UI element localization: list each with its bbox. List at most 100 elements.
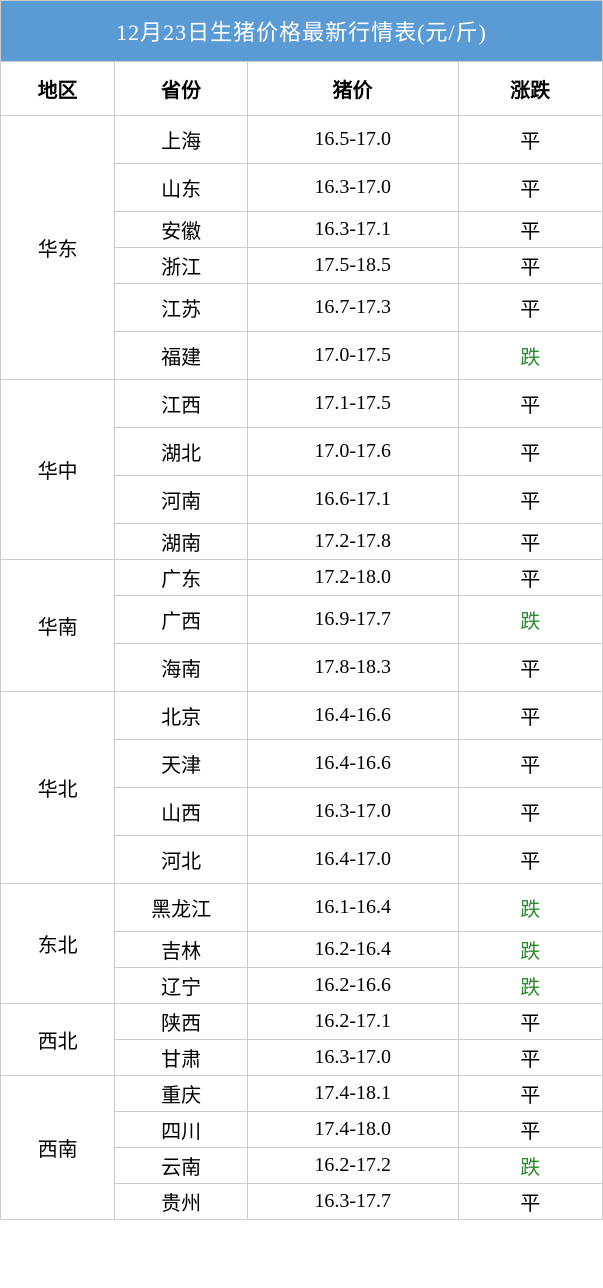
price-cell: 16.1-16.4 bbox=[247, 884, 458, 932]
province-cell: 广东 bbox=[115, 560, 247, 596]
province-cell: 甘肃 bbox=[115, 1040, 247, 1076]
trend-cell: 平 bbox=[458, 560, 603, 596]
province-cell: 辽宁 bbox=[115, 968, 247, 1004]
region-cell: 华中 bbox=[1, 380, 115, 560]
price-cell: 16.7-17.3 bbox=[247, 284, 458, 332]
trend-cell: 平 bbox=[458, 428, 603, 476]
province-cell: 浙江 bbox=[115, 248, 247, 284]
col-header-province: 省份 bbox=[115, 62, 247, 116]
table-row: 西南重庆17.4-18.1平 bbox=[1, 1076, 603, 1112]
price-cell: 16.4-16.6 bbox=[247, 740, 458, 788]
region-cell: 华北 bbox=[1, 692, 115, 884]
trend-cell: 跌 bbox=[458, 884, 603, 932]
trend-cell: 平 bbox=[458, 116, 603, 164]
price-cell: 16.3-17.1 bbox=[247, 212, 458, 248]
price-cell: 17.8-18.3 bbox=[247, 644, 458, 692]
trend-cell: 平 bbox=[458, 524, 603, 560]
price-cell: 16.9-17.7 bbox=[247, 596, 458, 644]
trend-cell: 跌 bbox=[458, 968, 603, 1004]
trend-cell: 平 bbox=[458, 1076, 603, 1112]
table-title-row: 12月23日生猪价格最新行情表(元/斤) bbox=[1, 1, 603, 62]
region-cell: 华东 bbox=[1, 116, 115, 380]
trend-cell: 平 bbox=[458, 284, 603, 332]
region-cell: 东北 bbox=[1, 884, 115, 1004]
region-cell: 西南 bbox=[1, 1076, 115, 1220]
price-cell: 16.2-16.6 bbox=[247, 968, 458, 1004]
trend-cell: 平 bbox=[458, 836, 603, 884]
table-row: 华东上海16.5-17.0平 bbox=[1, 116, 603, 164]
trend-cell: 平 bbox=[458, 380, 603, 428]
table-body: 华东上海16.5-17.0平山东16.3-17.0平安徽16.3-17.1平浙江… bbox=[1, 116, 603, 1220]
price-cell: 16.3-17.0 bbox=[247, 164, 458, 212]
province-cell: 湖南 bbox=[115, 524, 247, 560]
table-row: 华南广东17.2-18.0平 bbox=[1, 560, 603, 596]
trend-cell: 平 bbox=[458, 644, 603, 692]
province-cell: 上海 bbox=[115, 116, 247, 164]
province-cell: 四川 bbox=[115, 1112, 247, 1148]
col-header-region: 地区 bbox=[1, 62, 115, 116]
province-cell: 重庆 bbox=[115, 1076, 247, 1112]
trend-cell: 平 bbox=[458, 164, 603, 212]
price-cell: 17.0-17.5 bbox=[247, 332, 458, 380]
province-cell: 吉林 bbox=[115, 932, 247, 968]
trend-cell: 跌 bbox=[458, 932, 603, 968]
province-cell: 江苏 bbox=[115, 284, 247, 332]
province-cell: 黑龙江 bbox=[115, 884, 247, 932]
province-cell: 河南 bbox=[115, 476, 247, 524]
region-cell: 西北 bbox=[1, 1004, 115, 1076]
price-cell: 17.5-18.5 bbox=[247, 248, 458, 284]
price-table: 12月23日生猪价格最新行情表(元/斤) 地区 省份 猪价 涨跌 华东上海16.… bbox=[0, 0, 603, 1220]
price-cell: 17.1-17.5 bbox=[247, 380, 458, 428]
col-header-price: 猪价 bbox=[247, 62, 458, 116]
col-header-trend: 涨跌 bbox=[458, 62, 603, 116]
province-cell: 福建 bbox=[115, 332, 247, 380]
table-row: 西北陕西16.2-17.1平 bbox=[1, 1004, 603, 1040]
price-cell: 17.2-17.8 bbox=[247, 524, 458, 560]
price-cell: 16.3-17.0 bbox=[247, 1040, 458, 1076]
trend-cell: 跌 bbox=[458, 596, 603, 644]
price-table-wrapper: 12月23日生猪价格最新行情表(元/斤) 地区 省份 猪价 涨跌 华东上海16.… bbox=[0, 0, 603, 1220]
province-cell: 河北 bbox=[115, 836, 247, 884]
price-cell: 16.2-17.2 bbox=[247, 1148, 458, 1184]
trend-cell: 平 bbox=[458, 212, 603, 248]
price-cell: 16.2-17.1 bbox=[247, 1004, 458, 1040]
province-cell: 广西 bbox=[115, 596, 247, 644]
province-cell: 山西 bbox=[115, 788, 247, 836]
price-cell: 16.4-16.6 bbox=[247, 692, 458, 740]
price-cell: 16.3-17.7 bbox=[247, 1184, 458, 1220]
table-row: 华北北京16.4-16.6平 bbox=[1, 692, 603, 740]
province-cell: 天津 bbox=[115, 740, 247, 788]
price-cell: 17.2-18.0 bbox=[247, 560, 458, 596]
price-cell: 16.3-17.0 bbox=[247, 788, 458, 836]
trend-cell: 平 bbox=[458, 1112, 603, 1148]
price-cell: 16.5-17.0 bbox=[247, 116, 458, 164]
region-cell: 华南 bbox=[1, 560, 115, 692]
province-cell: 北京 bbox=[115, 692, 247, 740]
trend-cell: 平 bbox=[458, 248, 603, 284]
province-cell: 陕西 bbox=[115, 1004, 247, 1040]
trend-cell: 平 bbox=[458, 740, 603, 788]
table-row: 东北黑龙江16.1-16.4跌 bbox=[1, 884, 603, 932]
trend-cell: 跌 bbox=[458, 1148, 603, 1184]
province-cell: 海南 bbox=[115, 644, 247, 692]
province-cell: 江西 bbox=[115, 380, 247, 428]
price-cell: 16.2-16.4 bbox=[247, 932, 458, 968]
province-cell: 云南 bbox=[115, 1148, 247, 1184]
price-cell: 16.6-17.1 bbox=[247, 476, 458, 524]
table-title: 12月23日生猪价格最新行情表(元/斤) bbox=[1, 1, 603, 62]
province-cell: 山东 bbox=[115, 164, 247, 212]
trend-cell: 跌 bbox=[458, 332, 603, 380]
price-cell: 16.4-17.0 bbox=[247, 836, 458, 884]
trend-cell: 平 bbox=[458, 788, 603, 836]
table-header-row: 地区 省份 猪价 涨跌 bbox=[1, 62, 603, 116]
price-cell: 17.0-17.6 bbox=[247, 428, 458, 476]
table-row: 华中江西17.1-17.5平 bbox=[1, 380, 603, 428]
trend-cell: 平 bbox=[458, 692, 603, 740]
province-cell: 湖北 bbox=[115, 428, 247, 476]
trend-cell: 平 bbox=[458, 1040, 603, 1076]
price-cell: 17.4-18.0 bbox=[247, 1112, 458, 1148]
province-cell: 贵州 bbox=[115, 1184, 247, 1220]
trend-cell: 平 bbox=[458, 1004, 603, 1040]
province-cell: 安徽 bbox=[115, 212, 247, 248]
trend-cell: 平 bbox=[458, 1184, 603, 1220]
